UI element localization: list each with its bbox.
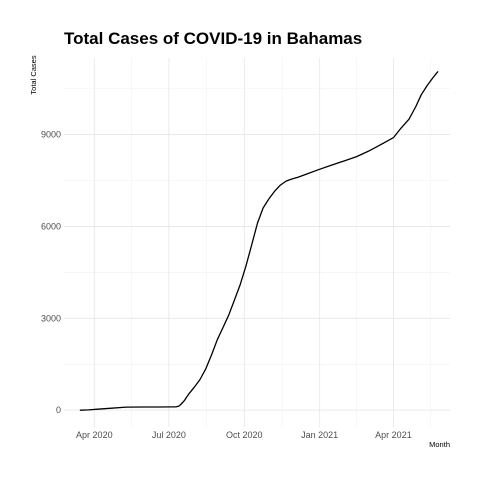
y-tick-label: 6000	[41, 221, 61, 231]
y-axis-title: Total Cases	[29, 55, 38, 94]
x-axis-title: Month	[429, 440, 450, 449]
x-tick-label: Jul 2020	[152, 430, 186, 440]
x-tick-label: Oct 2020	[226, 430, 263, 440]
x-tick-label: Apr 2021	[375, 430, 412, 440]
y-tick-label: 0	[56, 405, 61, 415]
y-tick-label: 3000	[41, 313, 61, 323]
x-tick-label: Jan 2021	[301, 430, 338, 440]
total-cases-line	[79, 71, 439, 411]
x-axis-tick-labels: Apr 2020 Jul 2020 Oct 2020 Jan 2021 Apr 2021	[76, 430, 412, 440]
y-axis-tick-labels: 0 3000 6000 9000	[41, 130, 61, 416]
y-tick-label: 9000	[41, 130, 61, 140]
x-tick-label: Apr 2020	[76, 430, 113, 440]
chart-title: Total Cases of COVID-19 in Bahamas	[64, 29, 362, 48]
